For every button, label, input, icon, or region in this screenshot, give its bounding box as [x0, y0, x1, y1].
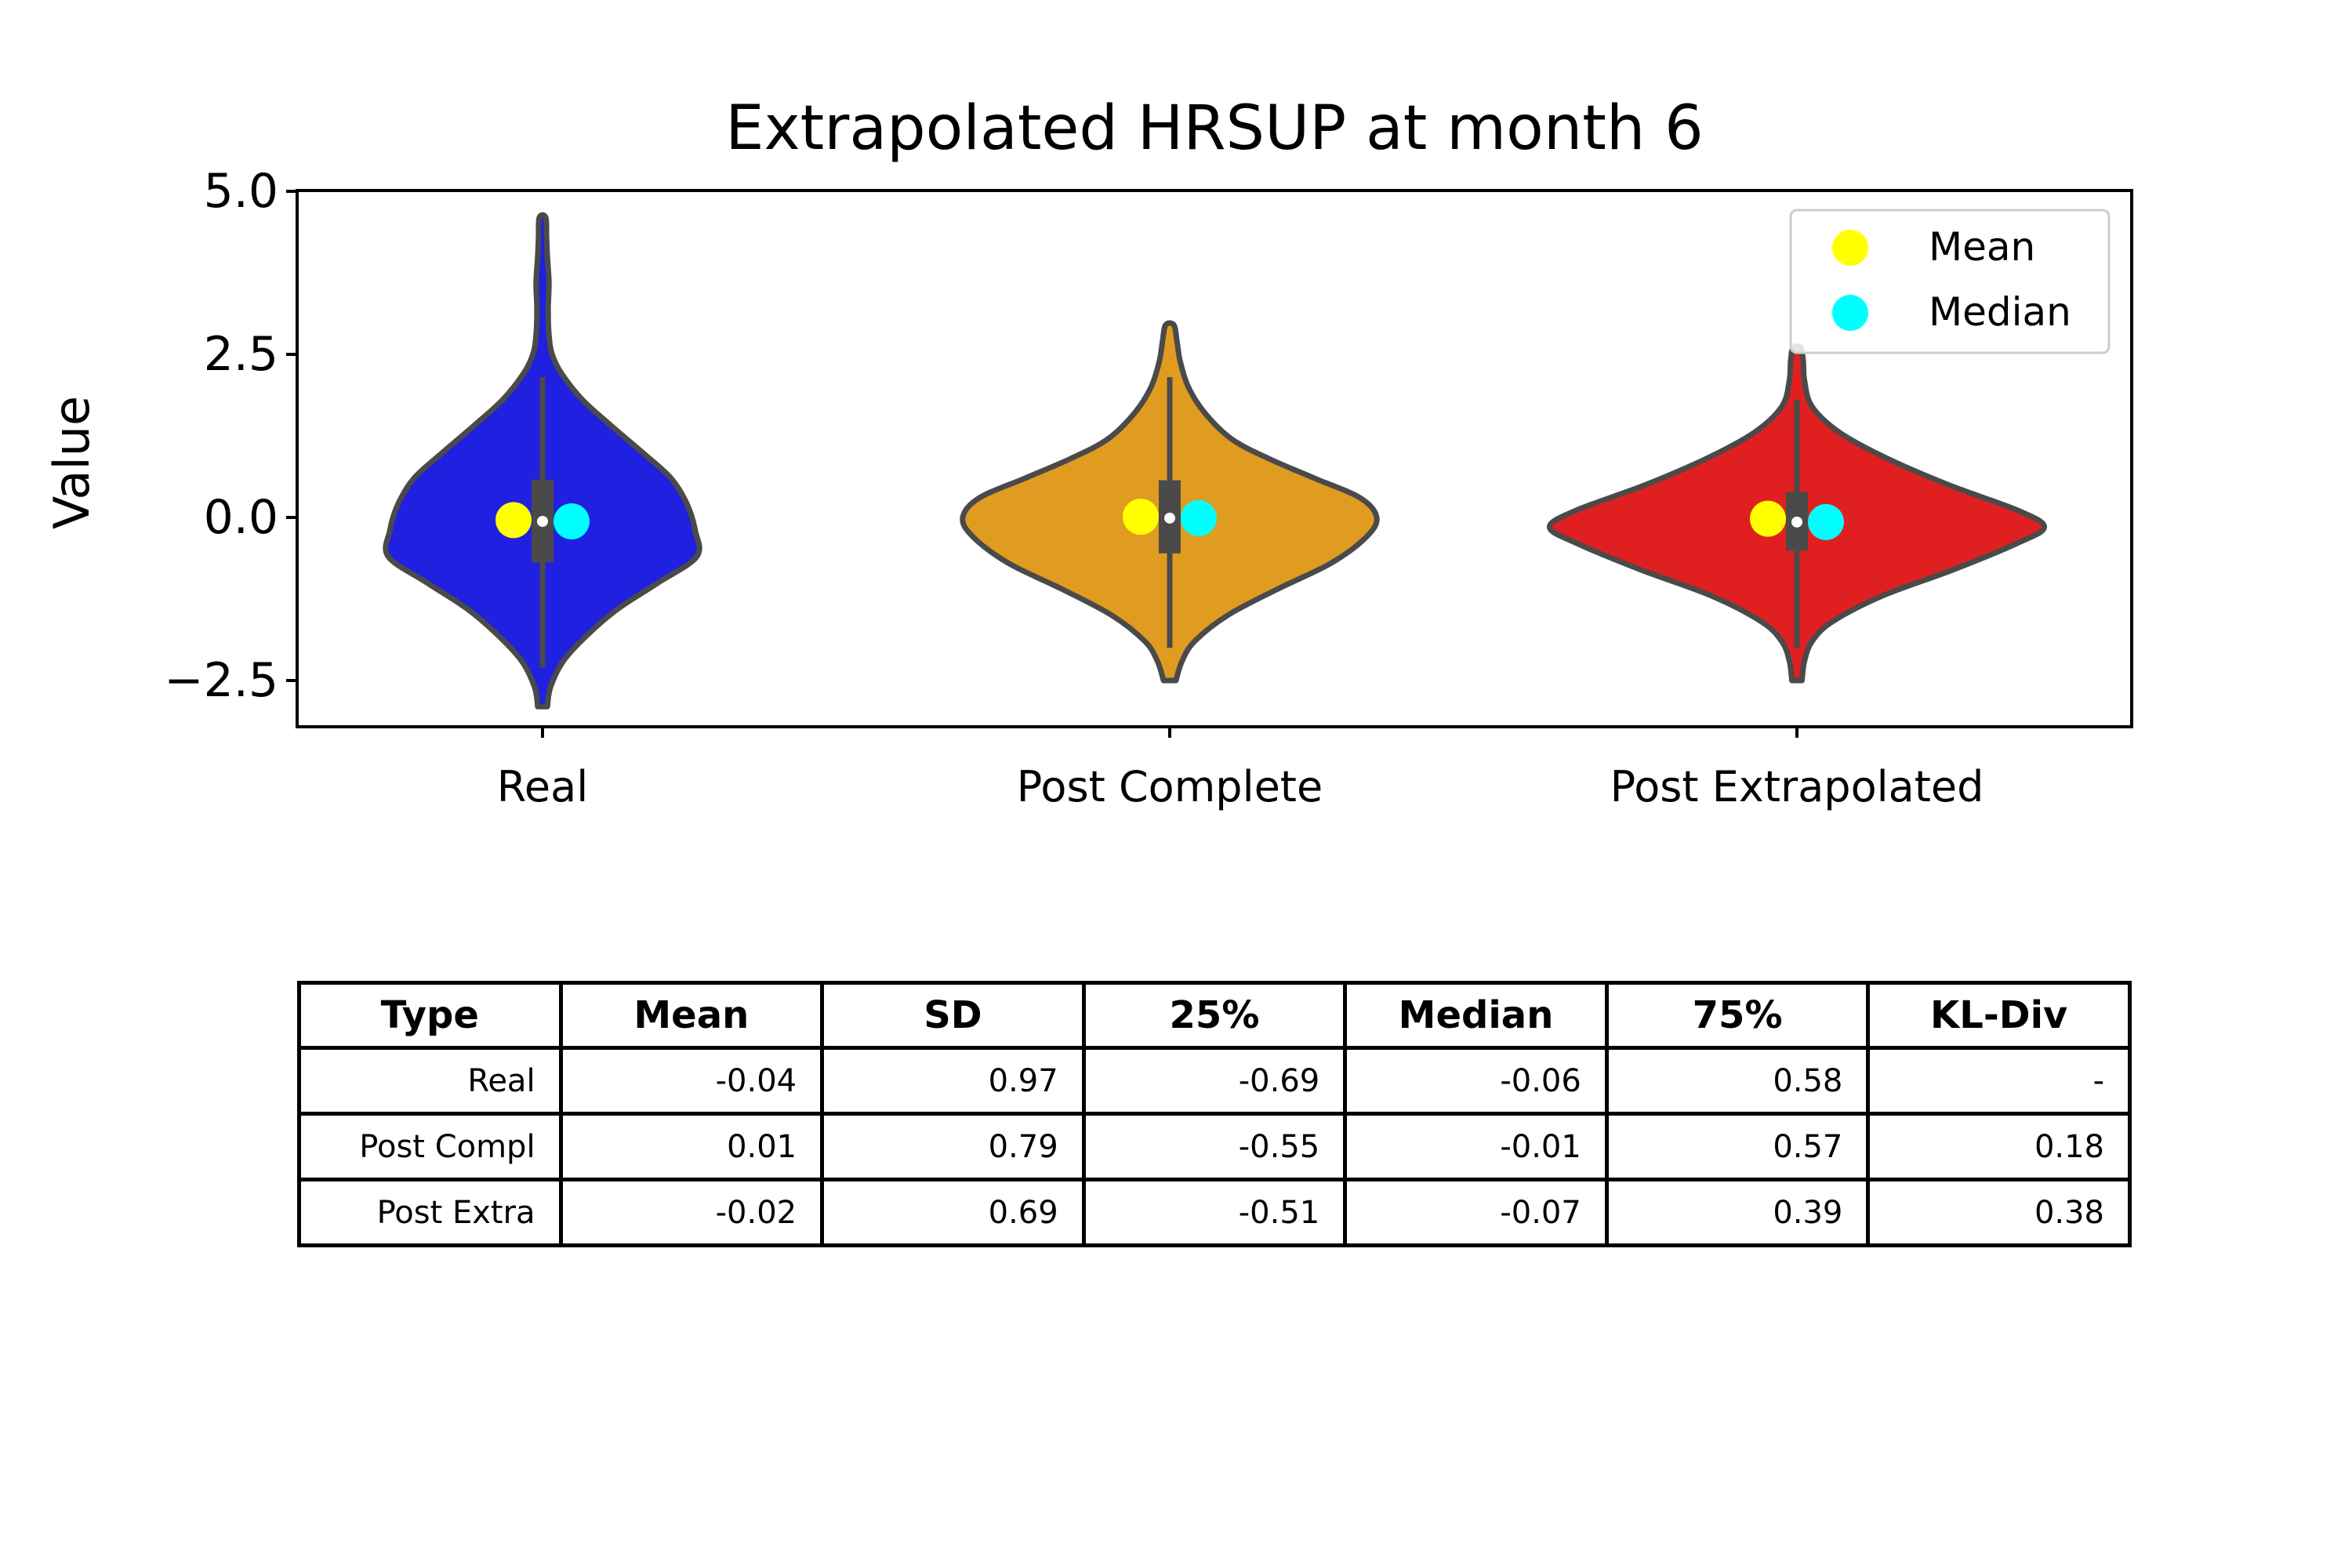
legend-box	[1789, 209, 2111, 354]
table-cell: 0.38	[1866, 1178, 2132, 1247]
legend-mean-label: Mean	[1929, 224, 2035, 270]
table-cell: 0.18	[1866, 1112, 2132, 1181]
y-axis-label: Value	[43, 396, 100, 529]
legend-median-label: Median	[1929, 289, 2071, 335]
table-row: Post Compl 0.01 0.79 -0.55 -0.01 0.57 0.…	[297, 1112, 2132, 1181]
mean-marker	[1123, 499, 1159, 535]
header-kl-div: KL-Div	[1866, 981, 2132, 1050]
table-cell: -0.69	[1081, 1046, 1348, 1116]
table-row: Real -0.04 0.97 -0.69 -0.06 0.58 -	[297, 1046, 2132, 1116]
table-cell: Real	[297, 1046, 563, 1116]
header-75: 75%	[1604, 981, 1871, 1050]
table-cell: -0.55	[1081, 1112, 1348, 1181]
y-tick-label: 0.0	[204, 490, 278, 545]
legend-mean-marker	[1832, 230, 1868, 266]
table-cell: -0.07	[1343, 1178, 1609, 1247]
table-cell: Post Extra	[297, 1178, 563, 1247]
violin-median-dot	[537, 515, 548, 527]
axes-frame	[296, 189, 2133, 728]
median-marker	[1808, 503, 1844, 540]
stats-table: Type Mean SD 25% Median 75% KL-Div Real …	[297, 981, 2132, 1247]
violin-median-dot	[1164, 512, 1175, 524]
y-tick-label: 2.5	[204, 327, 278, 382]
header-mean: Mean	[558, 981, 825, 1050]
table-cell: Post Compl	[297, 1112, 563, 1181]
x-tick-label: Real	[497, 762, 588, 811]
chart-title: Extrapolated HRSUP at month 6	[725, 93, 1704, 164]
legend: Mean Median	[1789, 209, 2111, 354]
table-cell: -	[1866, 1046, 2132, 1116]
header-25: 25%	[1081, 981, 1348, 1050]
y-tick-label: 5.0	[204, 164, 278, 219]
header-sd: SD	[820, 981, 1086, 1050]
table-cell: -0.01	[1343, 1112, 1609, 1181]
header-type: Type	[297, 981, 563, 1050]
table-cell: 0.01	[558, 1112, 825, 1181]
mean-marker	[495, 502, 532, 539]
table-cell: -0.02	[558, 1178, 825, 1247]
x-tick-label: Post Extrapolated	[1610, 762, 1984, 811]
legend-median-marker	[1832, 295, 1868, 331]
header-median: Median	[1343, 981, 1609, 1050]
table-cell: -0.06	[1343, 1046, 1609, 1116]
table-cell: -0.51	[1081, 1178, 1348, 1247]
table-cell: 0.39	[1604, 1178, 1871, 1247]
table-cell: 0.97	[820, 1046, 1086, 1116]
table-cell: 0.79	[820, 1112, 1086, 1181]
table-cell: 0.69	[820, 1178, 1086, 1247]
table-row: Post Extra -0.02 0.69 -0.51 -0.07 0.39 0…	[297, 1178, 2132, 1247]
y-tick-label: −2.5	[164, 653, 278, 708]
median-marker	[1181, 499, 1217, 536]
axis-ticks: 5.0 2.5 0.0 −2.5 Real Post Complete Post Extra…	[164, 164, 1984, 811]
x-tick-label: Post Complete	[1017, 762, 1323, 811]
table-header-row: Type Mean SD 25% Median 75% KL-Div	[297, 981, 2132, 1050]
median-marker	[554, 503, 590, 539]
table-cell: 0.58	[1604, 1046, 1871, 1116]
table-cell: -0.04	[558, 1046, 825, 1116]
mean-marker	[1750, 500, 1786, 537]
table-cell: 0.57	[1604, 1112, 1871, 1181]
violin-median-dot	[1791, 516, 1802, 528]
